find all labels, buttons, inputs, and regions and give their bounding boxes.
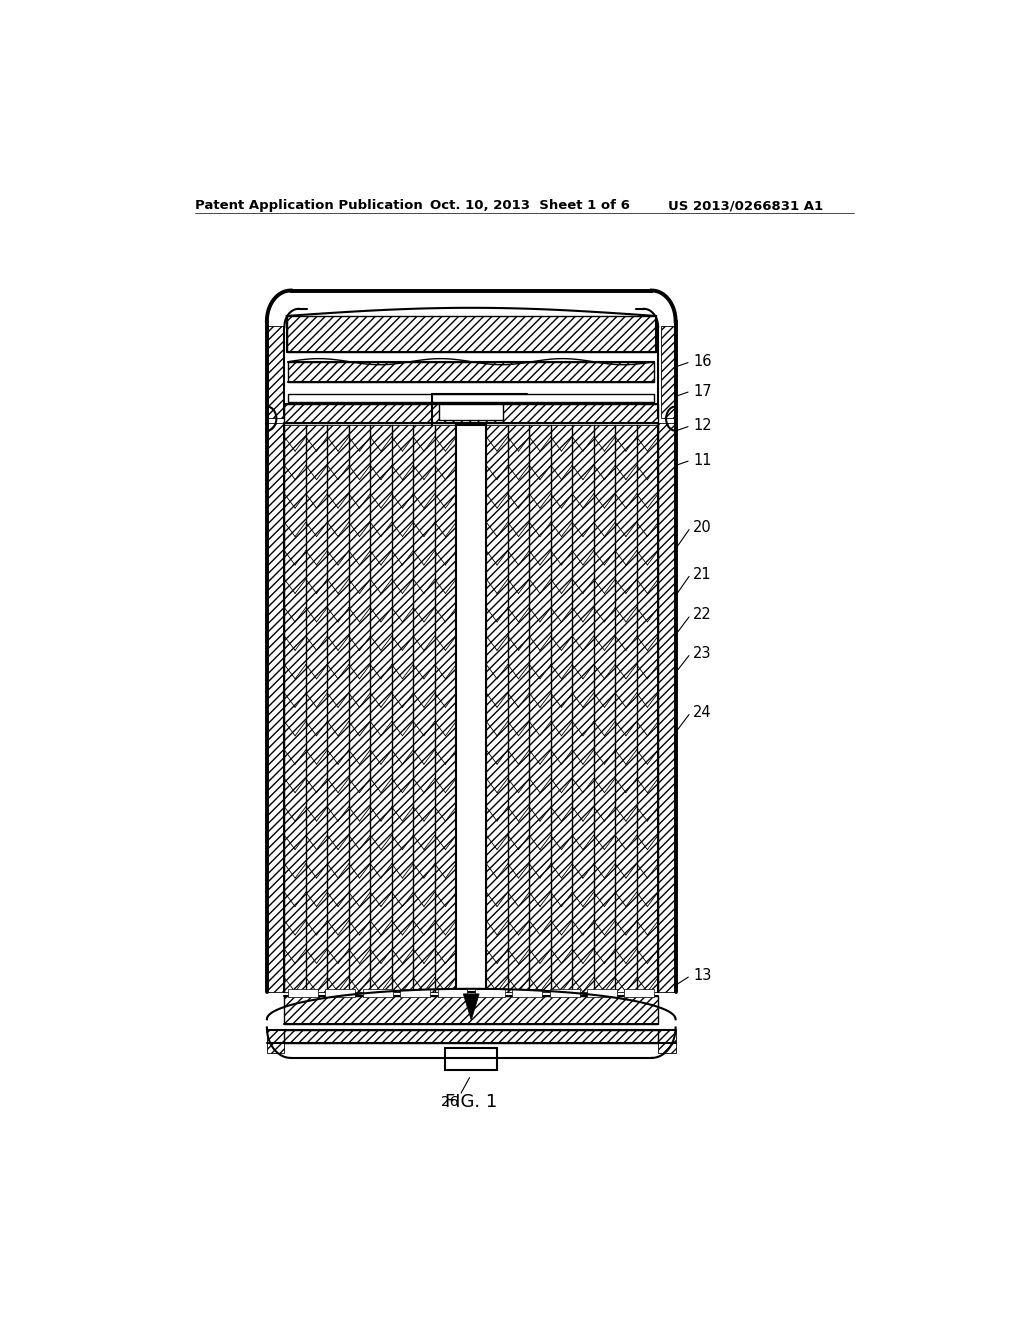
Bar: [437, 989, 468, 997]
Text: Patent Application Publication: Patent Application Publication: [196, 199, 423, 213]
Bar: [594, 425, 615, 991]
Text: 26: 26: [440, 1094, 458, 1109]
Bar: [512, 989, 543, 997]
Bar: [285, 425, 306, 991]
Bar: [529, 425, 551, 991]
Bar: [285, 425, 306, 991]
Bar: [267, 290, 676, 1057]
Text: 22: 22: [693, 607, 712, 622]
Text: 24: 24: [693, 705, 712, 719]
Text: 13: 13: [693, 968, 712, 983]
Bar: [572, 425, 594, 991]
Bar: [289, 362, 654, 381]
Bar: [475, 989, 505, 997]
Bar: [551, 425, 572, 991]
Text: 25: 25: [332, 301, 350, 315]
Text: Oct. 10, 2013  Sheet 1 of 6: Oct. 10, 2013 Sheet 1 of 6: [430, 199, 630, 213]
Bar: [328, 425, 349, 991]
Bar: [456, 425, 486, 991]
Bar: [434, 425, 456, 991]
Bar: [400, 989, 430, 997]
Bar: [637, 425, 658, 991]
Bar: [658, 1031, 676, 1053]
Bar: [625, 989, 654, 997]
Bar: [615, 425, 637, 991]
Bar: [550, 989, 580, 997]
Bar: [328, 425, 349, 991]
Bar: [529, 425, 551, 991]
Bar: [445, 1048, 497, 1071]
Bar: [486, 425, 508, 991]
Bar: [285, 404, 658, 422]
Bar: [434, 425, 456, 991]
Text: 21: 21: [693, 566, 712, 582]
Bar: [349, 425, 371, 991]
Text: 12: 12: [693, 418, 712, 433]
Bar: [439, 404, 503, 420]
Text: 11: 11: [693, 453, 712, 467]
Bar: [414, 425, 434, 991]
Bar: [268, 326, 284, 417]
Bar: [306, 425, 328, 991]
Bar: [587, 989, 617, 997]
Bar: [371, 425, 392, 991]
Text: FIG. 1: FIG. 1: [444, 1093, 497, 1110]
Bar: [267, 422, 285, 991]
Bar: [267, 290, 676, 422]
Bar: [392, 425, 414, 991]
Bar: [285, 425, 658, 991]
Bar: [326, 989, 355, 997]
Bar: [486, 425, 508, 991]
Text: 17: 17: [693, 384, 712, 399]
Polygon shape: [463, 994, 479, 1020]
Text: US 2013/0266831 A1: US 2013/0266831 A1: [668, 199, 822, 213]
Bar: [392, 425, 414, 991]
Bar: [289, 395, 654, 403]
Text: 20: 20: [693, 520, 712, 535]
Bar: [371, 425, 392, 991]
Text: 14: 14: [415, 301, 433, 315]
Bar: [658, 422, 676, 991]
Bar: [660, 326, 676, 417]
Bar: [594, 425, 615, 991]
Text: 15A: 15A: [490, 301, 519, 315]
Bar: [572, 425, 594, 991]
Bar: [285, 995, 658, 1024]
Bar: [414, 425, 434, 991]
Bar: [267, 1031, 285, 1053]
Text: 16: 16: [693, 354, 712, 370]
Bar: [362, 989, 393, 997]
Bar: [285, 1031, 658, 1043]
Bar: [287, 315, 655, 351]
Text: 23: 23: [693, 645, 712, 661]
Bar: [508, 425, 529, 991]
Bar: [349, 425, 371, 991]
Text: 15: 15: [592, 301, 610, 315]
Bar: [551, 425, 572, 991]
Bar: [508, 425, 529, 991]
Bar: [615, 425, 637, 991]
Bar: [306, 425, 328, 991]
Bar: [288, 989, 318, 997]
Bar: [637, 425, 658, 991]
